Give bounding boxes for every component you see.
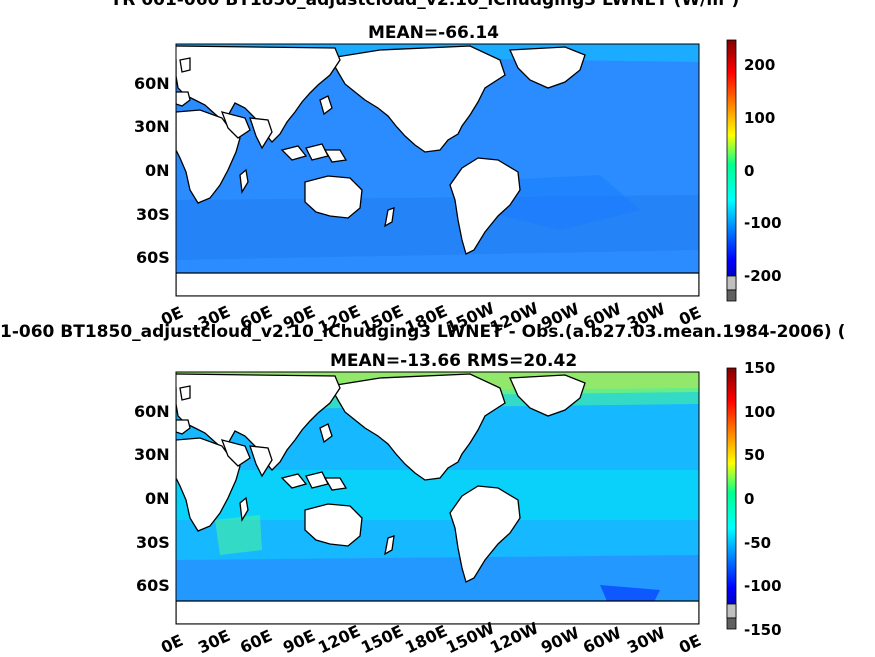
panel1-subtitle: MEAN=-66.14 <box>368 23 499 43</box>
p1-ytick-60n: 60N <box>134 74 170 93</box>
panel2-colorbar <box>726 367 737 630</box>
panel1-map <box>176 44 699 296</box>
p2-cb-tick: 50 <box>744 446 765 464</box>
panel2-title: 1-060 BT1850_adjustcloud_v2.10_lChudging… <box>0 322 846 342</box>
panel2-subtitle: MEAN=-13.66 RMS=20.42 <box>330 351 578 371</box>
panel1-title: YR 001-060 BT1850_adjustcloud_v2.10_lChu… <box>110 0 740 10</box>
p1-cb-tick: 100 <box>744 109 776 127</box>
p1-ytick-60s: 60S <box>136 248 170 267</box>
p2-cb-tick: 0 <box>744 490 755 508</box>
p1-cb-tick: -100 <box>744 214 782 232</box>
p2-cb-tick: -150 <box>744 621 782 639</box>
p1-cb-tick: -200 <box>744 267 782 285</box>
p1-ytick-0n: 0N <box>145 161 170 180</box>
p1-ytick-30s: 30S <box>136 205 170 224</box>
panel1-frame <box>175 43 700 297</box>
panel1-colorbar <box>726 39 737 302</box>
p1-cb-tick: 0 <box>744 162 755 180</box>
p1-ytick-30n: 30N <box>134 117 170 136</box>
p2-ytick-30n: 30N <box>134 445 170 464</box>
p2-ytick-60n: 60N <box>134 402 170 421</box>
p2-ytick-30s: 30S <box>136 533 170 552</box>
p2-cb-tick: 100 <box>744 403 776 421</box>
p2-cb-tick: -50 <box>744 534 772 552</box>
panel2-frame <box>175 371 700 625</box>
p2-ytick-0n: 0N <box>145 489 170 508</box>
p2-ytick-60s: 60S <box>136 576 170 595</box>
p2-cb-tick: -100 <box>744 577 782 595</box>
panel2-map <box>176 372 699 624</box>
p1-cb-tick: 200 <box>744 56 776 74</box>
p2-cb-tick: 150 <box>744 359 776 377</box>
